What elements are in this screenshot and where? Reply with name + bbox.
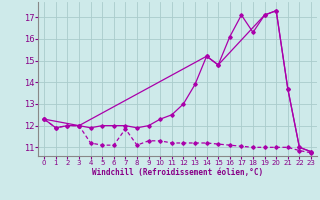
X-axis label: Windchill (Refroidissement éolien,°C): Windchill (Refroidissement éolien,°C): [92, 168, 263, 177]
